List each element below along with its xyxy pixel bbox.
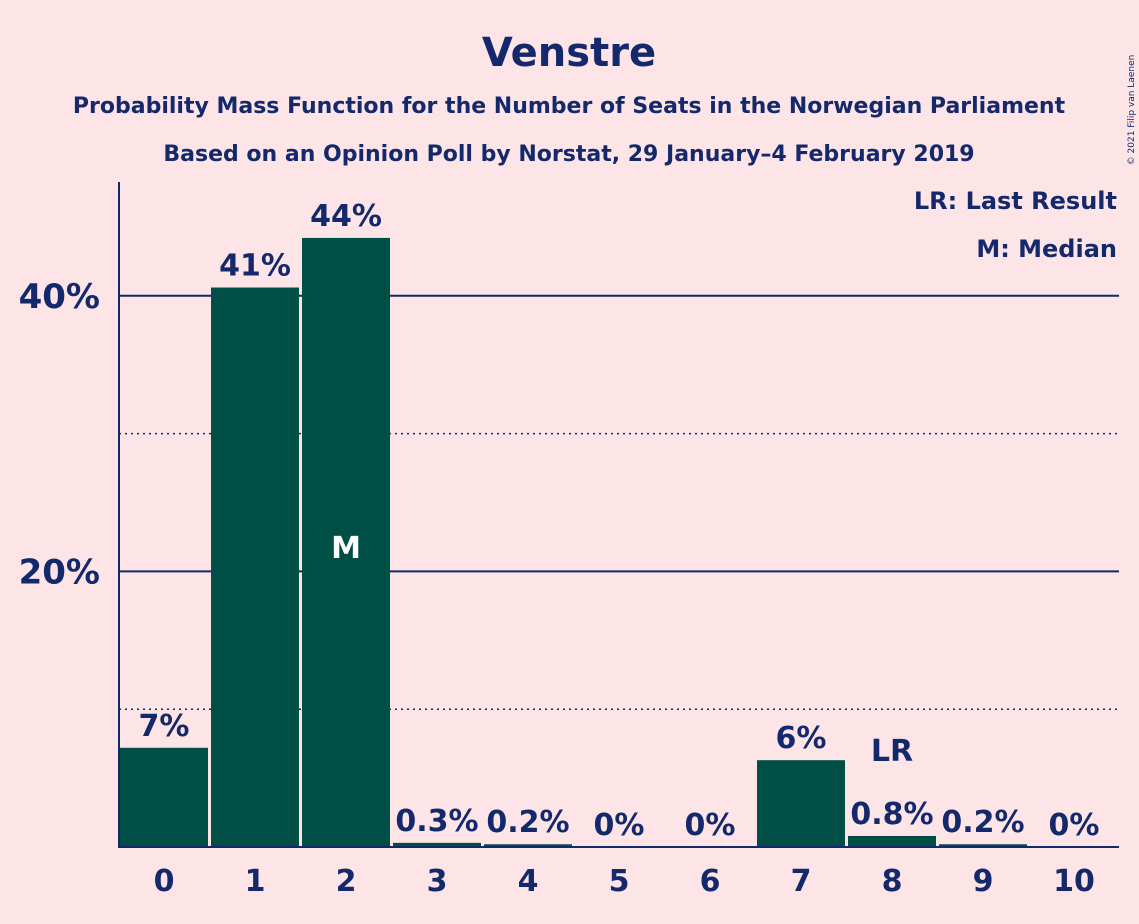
bar-seat-1 xyxy=(211,287,299,848)
y-tick-label: 40% xyxy=(19,277,100,317)
x-tick-label: 3 xyxy=(427,864,448,899)
x-tick-label: 7 xyxy=(791,864,812,899)
data-label: 7% xyxy=(139,709,190,744)
bar-seat-7 xyxy=(757,760,845,847)
bar-seat-8 xyxy=(848,835,936,847)
x-tick-label: 2 xyxy=(336,864,357,899)
data-label: 0% xyxy=(1049,808,1100,843)
bars xyxy=(120,237,1027,848)
data-label: 0.8% xyxy=(850,797,933,832)
chart-subtitle-1: Probability Mass Function for the Number… xyxy=(73,94,1066,119)
bar-seat-2 xyxy=(302,237,390,847)
x-tick-label: 10 xyxy=(1053,864,1095,899)
copyright-notice: © 2021 Filip van Laenen xyxy=(1127,55,1137,166)
x-tick-label: 1 xyxy=(245,864,266,899)
bar-seat-9 xyxy=(939,844,1027,847)
x-tick-label: 8 xyxy=(882,864,903,899)
bar-seat-0 xyxy=(120,747,208,847)
legend-last-result: LR: Last Result xyxy=(914,187,1117,215)
data-label: 0.2% xyxy=(941,805,1024,840)
x-tick-label: 4 xyxy=(518,864,539,899)
data-label: 41% xyxy=(219,249,291,284)
bar-seat-4 xyxy=(484,844,572,847)
x-tick-label: 0 xyxy=(154,864,175,899)
last-result-marker: LR xyxy=(871,734,913,769)
chart-title: Venstre xyxy=(482,30,656,76)
axes xyxy=(118,182,1119,848)
x-tick-label: 6 xyxy=(700,864,721,899)
y-tick-label: 20% xyxy=(19,552,100,592)
data-label: 0% xyxy=(685,808,736,843)
chart-subtitle-2: Based on an Opinion Poll by Norstat, 29 … xyxy=(163,142,974,167)
data-label: 0.3% xyxy=(395,804,478,839)
x-tick-label: 5 xyxy=(609,864,630,899)
data-label: 44% xyxy=(310,199,382,234)
median-marker: M xyxy=(331,531,361,566)
x-tick-label: 9 xyxy=(973,864,994,899)
data-label: 0.2% xyxy=(486,805,569,840)
data-label: 6% xyxy=(776,721,827,756)
bar-seat-3 xyxy=(393,842,481,847)
labels: 20% 40% 0 7% 1 41% 2 44% M 3 0.3% 4 0.2% 5 0% 6 0% 7 6% 8 LR… xyxy=(19,199,1100,899)
data-label: 0% xyxy=(594,808,645,843)
legend-median: M: Median xyxy=(976,235,1117,263)
